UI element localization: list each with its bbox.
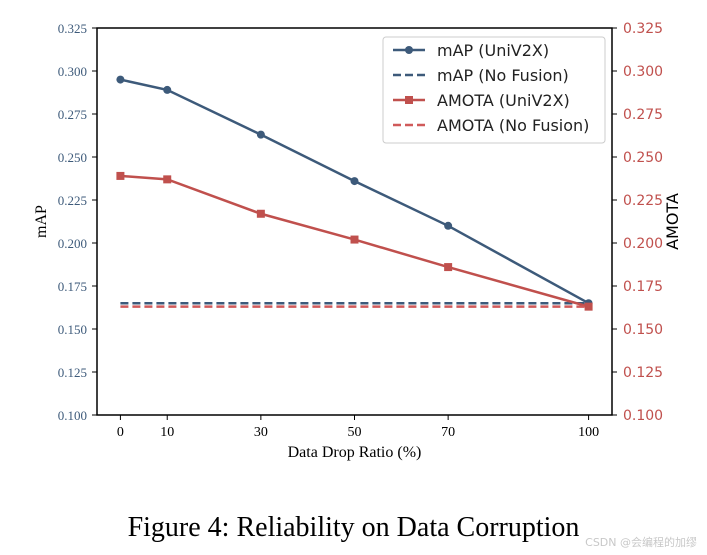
y-right-tick-label: 0.150 <box>623 322 663 338</box>
watermark: CSDN @会编程的加缪 <box>585 536 697 549</box>
series-2-point <box>163 175 172 184</box>
legend-label: AMOTA (No Fusion) <box>437 116 589 135</box>
x-tick-label: 100 <box>578 425 599 440</box>
legend-label: mAP (UniV2X) <box>437 41 549 60</box>
y-left-tick-label: 0.300 <box>58 64 87 79</box>
series-line-0 <box>120 78 590 305</box>
y-left-tick-label: 0.200 <box>58 236 87 251</box>
series-2-point <box>256 209 265 218</box>
y-right-tick-label: 0.250 <box>623 150 663 166</box>
series-2-point <box>444 263 453 272</box>
y-right-tick-label: 0.225 <box>623 193 663 209</box>
series-0-point <box>444 221 453 230</box>
series-0-point <box>256 130 265 139</box>
y-right-tick-label: 0.300 <box>623 64 663 80</box>
chart: 0 10 30 50 70 100 0.100 0.100 0.125 0.125 0.150 0.1… <box>33 21 682 461</box>
y-left-tick-label: 0.175 <box>58 279 87 294</box>
x-tick-label: 70 <box>441 425 455 440</box>
series-0-point <box>163 85 172 94</box>
y-left-tick-label: 0.150 <box>58 322 87 337</box>
series-0-point <box>116 75 125 84</box>
y-right-tick-label: 0.275 <box>623 107 663 123</box>
series-2-point <box>116 171 125 180</box>
series-line-2 <box>120 174 589 308</box>
series-2-point <box>350 235 359 244</box>
y-right-tick-label: 0.125 <box>623 365 663 381</box>
legend-swatch-marker <box>405 46 413 54</box>
y-left-tick-label: 0.325 <box>58 21 87 36</box>
legend-label: mAP (No Fusion) <box>437 66 569 85</box>
y-left-tick-label: 0.100 <box>58 408 87 423</box>
legend-label: AMOTA (UniV2X) <box>437 91 570 110</box>
y-right-tick-label: 0.175 <box>623 279 663 295</box>
y-left-tick-label: 0.125 <box>58 365 87 380</box>
x-tick-label: 30 <box>254 425 268 440</box>
x-axis-title: Data Drop Ratio (%) <box>288 444 422 461</box>
x-tick-label: 50 <box>348 425 362 440</box>
y-left-axis-title: mAP <box>33 205 50 238</box>
x-tick-label: 0 <box>117 425 124 440</box>
legend-swatch-marker <box>405 96 413 104</box>
y-left-tick-label: 0.225 <box>58 193 87 208</box>
y-right-tick-label: 0.100 <box>623 408 663 424</box>
legend-box <box>382 36 606 144</box>
series-0-point <box>350 177 359 186</box>
y-right-axis-title: AMOTA <box>663 193 682 250</box>
y-right-tick-label: 0.325 <box>623 21 663 37</box>
y-left-tick-label: 0.275 <box>58 107 87 122</box>
y-right-tick-label: 0.200 <box>623 236 663 252</box>
y-left-tick-label: 0.250 <box>58 150 87 165</box>
x-tick-label: 10 <box>160 425 174 440</box>
figure-caption: Figure 4: Reliability on Data Corruption <box>127 512 580 543</box>
